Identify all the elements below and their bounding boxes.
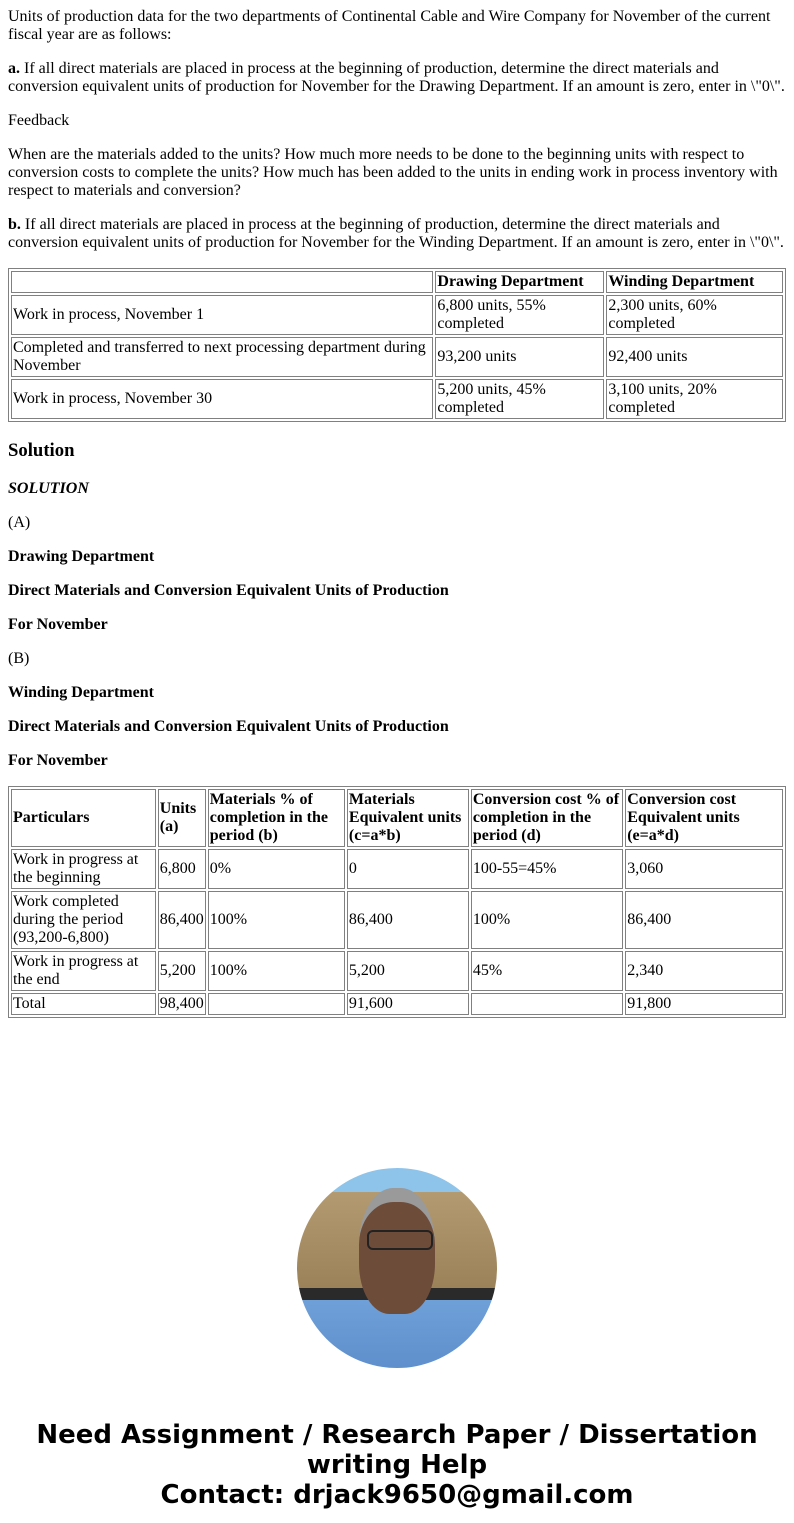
table-cell: 6,800 units, 55% completed bbox=[435, 295, 605, 335]
table-cell: 5,200 units, 45% completed bbox=[435, 379, 605, 419]
table-row: Work in process, November 30 5,200 units… bbox=[11, 379, 783, 419]
feedback-label: Feedback bbox=[8, 112, 70, 129]
table-cell: 6,800 bbox=[157, 849, 206, 889]
header-cell: Conversion cost Equivalent units (e=a*d) bbox=[625, 789, 783, 847]
part-b-label: b. bbox=[8, 216, 21, 233]
section-b-title: Direct Materials and Conversion Equivale… bbox=[8, 718, 449, 735]
table-cell: 2,340 bbox=[625, 951, 783, 991]
table-cell: 86,400 bbox=[625, 891, 783, 949]
contact-banner: Need Assignment / Research Paper / Disse… bbox=[8, 1420, 786, 1510]
face-illustration bbox=[359, 1188, 435, 1314]
table-header-row: Drawing Department Winding Department bbox=[11, 271, 783, 293]
glasses-illustration bbox=[367, 1230, 433, 1250]
table-cell: Completed and transferred to next proces… bbox=[11, 337, 434, 377]
table-cell: 93,200 units bbox=[435, 337, 605, 377]
table-cell: Work in process, November 1 bbox=[11, 295, 434, 335]
part-a-label: a. bbox=[8, 60, 20, 77]
table-row: Work in process, November 1 6,800 units,… bbox=[11, 295, 783, 335]
table-cell: 3,100 units, 20% completed bbox=[606, 379, 783, 419]
table-cell: 5,200 bbox=[157, 951, 206, 991]
part-b: b. If all direct materials are placed in… bbox=[8, 216, 786, 252]
section-a-title: Direct Materials and Conversion Equivale… bbox=[8, 582, 449, 599]
section-a-dept: Drawing Department bbox=[8, 548, 155, 565]
part-a-text: If all direct materials are placed in pr… bbox=[8, 60, 785, 95]
table-cell bbox=[470, 993, 624, 1015]
table-cell: 100-55=45% bbox=[470, 849, 624, 889]
header-cell: Materials Equivalent units (c=a*b) bbox=[346, 789, 469, 847]
solution-label: SOLUTION bbox=[8, 480, 89, 497]
table-row: Work in progress at the beginning 6,800 0%… bbox=[11, 849, 783, 889]
banner-headline: Need Assignment / Research Paper / Disse… bbox=[36, 1420, 758, 1480]
table-cell: 86,400 bbox=[157, 891, 206, 949]
header-cell: Units (a) bbox=[157, 789, 206, 847]
section-b-period: For November bbox=[8, 752, 108, 769]
table-cell: 86,400 bbox=[346, 891, 469, 949]
table-cell: Work in progress at the end bbox=[11, 951, 156, 991]
header-cell: Drawing Department bbox=[435, 271, 605, 293]
table-cell: 100% bbox=[470, 891, 624, 949]
part-b-text: If all direct materials are placed in pr… bbox=[8, 216, 784, 251]
table-cell: 91,600 bbox=[346, 993, 469, 1015]
header-cell: Materials % of completion in the period … bbox=[207, 789, 345, 847]
solution-heading: Solution bbox=[8, 440, 75, 461]
table-cell: Work in progress at the beginning bbox=[11, 849, 156, 889]
table-cell: 3,060 bbox=[625, 849, 783, 889]
section-b-marker: (B) bbox=[8, 650, 30, 667]
production-data-table: Drawing Department Winding Department Wo… bbox=[8, 268, 786, 422]
author-photo bbox=[297, 1168, 497, 1368]
table-cell: 100% bbox=[207, 891, 345, 949]
table-cell: Work in process, November 30 bbox=[11, 379, 434, 419]
section-a-marker: (A) bbox=[8, 514, 31, 531]
document: Units of production data for the two dep… bbox=[0, 8, 794, 1510]
section-a-period: For November bbox=[8, 616, 108, 633]
table-row: Completed and transferred to next proces… bbox=[11, 337, 783, 377]
table-header-row: Particulars Units (a) Materials % of com… bbox=[11, 789, 783, 847]
table-cell: 2,300 units, 60% completed bbox=[606, 295, 783, 335]
table-cell: 92,400 units bbox=[606, 337, 783, 377]
intro-text: Units of production data for the two dep… bbox=[8, 8, 771, 43]
solution-table: Particulars Units (a) Materials % of com… bbox=[8, 786, 786, 1018]
table-cell bbox=[207, 993, 345, 1015]
table-cell: Work completed during the period (93,200… bbox=[11, 891, 156, 949]
part-a: a. If all direct materials are placed in… bbox=[8, 60, 786, 96]
table-cell: 45% bbox=[470, 951, 624, 991]
feedback-text: When are the materials added to the unit… bbox=[8, 146, 778, 199]
table-cell: 0% bbox=[207, 849, 345, 889]
header-cell: Particulars bbox=[11, 789, 156, 847]
table-row: Work in progress at the end 5,200 100% 5,20… bbox=[11, 951, 783, 991]
header-cell: Winding Department bbox=[606, 271, 783, 293]
table-cell: 0 bbox=[346, 849, 469, 889]
table-cell: Total bbox=[11, 993, 156, 1015]
table-row: Total 98,400 91,600 91,800 bbox=[11, 993, 783, 1015]
header-cell bbox=[11, 271, 434, 293]
table-cell: 98,400 bbox=[157, 993, 206, 1015]
table-row: Work completed during the period (93,200… bbox=[11, 891, 783, 949]
table-cell: 91,800 bbox=[625, 993, 783, 1015]
table-cell: 5,200 bbox=[346, 951, 469, 991]
banner-contact[interactable]: Contact: drjack9650@gmail.com bbox=[160, 1480, 634, 1510]
header-cell: Conversion cost % of completion in the p… bbox=[470, 789, 624, 847]
table-cell: 100% bbox=[207, 951, 345, 991]
section-b-dept: Winding Department bbox=[8, 684, 154, 701]
